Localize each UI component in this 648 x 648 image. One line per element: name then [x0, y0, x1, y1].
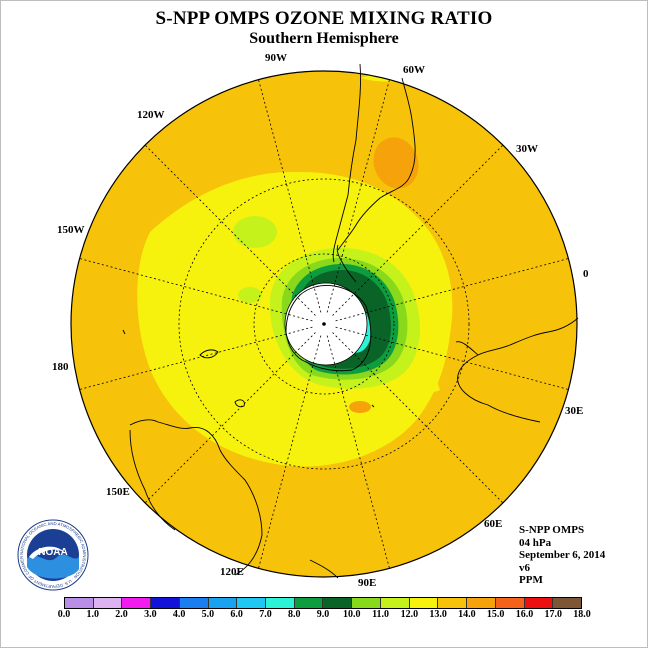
colorbar-tick-label: 7.0	[259, 609, 272, 620]
colorbar-segment	[122, 598, 152, 608]
lon-label-150w: 150W	[57, 224, 85, 236]
info-level: 04 hPa	[519, 536, 552, 549]
map-boundary	[70, 70, 578, 578]
lon-label-120e: 120E	[220, 566, 244, 578]
colorbar-segment	[266, 598, 295, 608]
colorbar-segment	[467, 598, 496, 608]
coast-south-america	[332, 63, 416, 263]
coast-antarctica	[285, 285, 372, 372]
field-11-12-west	[233, 216, 277, 248]
colorbar-segment	[208, 598, 238, 608]
colorbar-tick-label: 0.0	[57, 609, 71, 620]
colorbar-segment	[524, 598, 554, 608]
colorbar-tick-label: 10.0	[343, 609, 361, 620]
colorbar-tick-label: 16.0	[515, 609, 534, 620]
colorbar-segment	[93, 598, 123, 608]
colorbar-tick-label: 3.0	[144, 609, 157, 620]
coast-madagascar	[455, 341, 479, 356]
colorbar-tick-label: 5.0	[201, 609, 215, 620]
colorbar-tick-label: 2.0	[115, 609, 128, 620]
coast-new-zealand	[199, 349, 219, 359]
noaa-logo: NOAA NATIONAL OCEANIC AND ATMOSPHERIC AD…	[17, 519, 89, 591]
colorbar-tick-label: 9.0	[316, 609, 330, 620]
colorbar-segment	[438, 598, 468, 608]
colorbar	[64, 597, 582, 609]
colorbar-tick-label: 8.0	[287, 609, 301, 620]
colorbar-segment	[323, 598, 353, 608]
colorbar-segment	[294, 598, 324, 608]
colorbar-tick-label: 18.0	[573, 609, 591, 620]
lon-label-30w: 30W	[516, 143, 538, 155]
colorbar-tick-label: 15.0	[486, 609, 505, 620]
colorbar-segment	[409, 598, 439, 608]
colorbar-segment	[553, 598, 581, 608]
colorbar-tick-label: 11.0	[372, 609, 390, 620]
field-14-15-south	[349, 401, 371, 413]
info-units: PPM	[519, 574, 543, 586]
lon-label-60w: 60W	[403, 64, 425, 76]
colorbar-tick-label: 12.0	[400, 609, 419, 620]
coastlines	[122, 63, 579, 579]
lon-label-120w: 120W	[137, 109, 165, 121]
colorbar-segment	[380, 598, 410, 608]
coast-island-1	[122, 329, 126, 335]
lon-label-90e: 90E	[358, 577, 377, 589]
info-instrument: S-NPP OMPS	[519, 524, 585, 536]
south-pole-marker	[322, 322, 326, 326]
colorbar-tick-label: 17.0	[544, 609, 562, 620]
coast-tasmania	[234, 399, 245, 408]
coast-indonesia	[309, 559, 339, 579]
colorbar-tick-label: 1.0	[86, 609, 100, 620]
coast-island-2	[371, 404, 375, 408]
noaa-logo-text: NOAA	[38, 547, 67, 558]
coast-peninsula	[336, 244, 357, 283]
info-date: September 6, 2014	[519, 549, 606, 561]
lat-circle	[253, 253, 395, 395]
colorbar-tick-label: 4.0	[172, 609, 186, 620]
lon-label-30e: 30E	[565, 405, 584, 417]
lon-label-0: 0	[583, 268, 589, 280]
map-subtitle: Southern Hemisphere	[249, 30, 399, 47]
info-block: S-NPP OMPS 04 hPa September 6, 2014 v6 P…	[519, 524, 605, 587]
field-14-15-north	[373, 137, 419, 189]
colorbar-tick-label: 6.0	[230, 609, 243, 620]
latitude-circles	[178, 178, 470, 470]
colorbar-segment	[352, 598, 381, 608]
lat-circle	[178, 178, 470, 470]
field-11-12-small	[238, 287, 262, 303]
colorbar-segment	[179, 598, 209, 608]
lon-label-180: 180	[52, 361, 69, 373]
colorbar-segment	[65, 598, 94, 608]
map-title: S-NPP OMPS OZONE MIXING RATIO	[155, 8, 493, 29]
lon-label-90w: 90W	[265, 52, 287, 64]
colorbar-segment	[495, 598, 525, 608]
info-version: v6	[519, 561, 530, 574]
colorbar-segment	[151, 598, 180, 608]
colorbar-tick-label: 14.0	[458, 609, 476, 620]
lon-label-60e: 60E	[484, 518, 503, 530]
colorbar-segment	[237, 598, 267, 608]
polar-no-data	[284, 282, 368, 366]
colorbar-tick-label: 13.0	[429, 609, 447, 620]
lon-label-150e: 150E	[106, 486, 130, 498]
